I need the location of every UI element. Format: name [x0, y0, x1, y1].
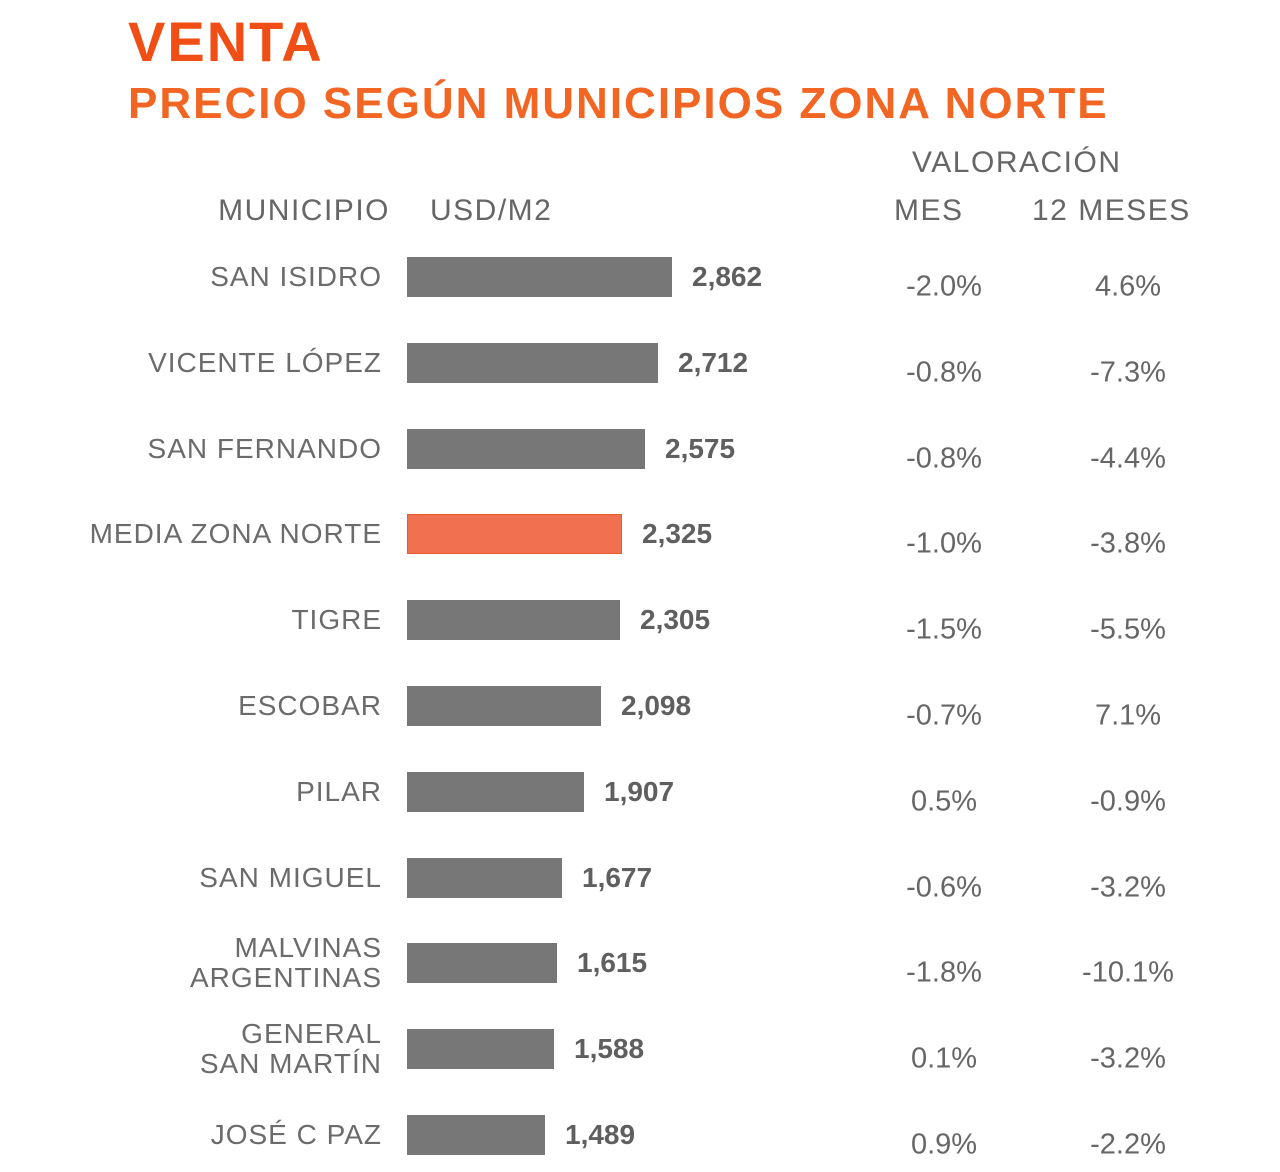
bar-value-label: 2,098 — [621, 690, 692, 721]
valoracion-mes-cell: -0.6% — [906, 871, 982, 904]
category-label: SAN ISIDRO — [210, 261, 382, 292]
bar — [407, 943, 557, 984]
valoracion-mes-cell: 0.5% — [910, 785, 978, 818]
category-label: ESCOBAR — [238, 690, 382, 721]
bar-value-label: 1,615 — [577, 947, 648, 979]
valoracion-mes-cell: -1.8% — [906, 956, 982, 989]
bar — [407, 428, 645, 469]
bar-value-label: 2,325 — [642, 518, 713, 550]
bar — [407, 686, 601, 726]
category-label: JOSÉ C PAZ — [210, 1119, 382, 1150]
bar — [407, 1115, 545, 1155]
header-mes: MES — [894, 194, 964, 227]
header-usd-m2: USD/M2 — [430, 194, 553, 227]
valoracion-12-meses-cell: -3.2% — [1090, 871, 1166, 904]
bar-value-label: 1,588 — [574, 1033, 645, 1065]
valoracion-mes-cell: -0.8% — [906, 442, 982, 475]
valoracion-12-meses-cell: -0.9% — [1090, 785, 1166, 818]
valoracion-12-meses-cell: -5.5% — [1090, 613, 1166, 646]
header-municipio: MUNICIPIO — [218, 194, 390, 227]
valoracion-mes-cell: -0.7% — [906, 699, 982, 732]
valoracion-12-meses-cell: -7.3% — [1090, 356, 1166, 389]
valoracion-mes-cell: 0.9% — [910, 1128, 978, 1161]
valoracion-mes-cell: -1.0% — [906, 527, 982, 560]
bar-value-label: 2,575 — [665, 432, 736, 464]
bar-value-label: 2,862 — [692, 261, 763, 292]
category-label: TIGRE — [291, 604, 382, 636]
valoracion-12-meses-cell: -3.2% — [1090, 1042, 1166, 1075]
valoracion-mes-cell: -0.8% — [906, 356, 982, 389]
bar — [407, 257, 672, 297]
bar — [407, 342, 658, 383]
bar-value-label: 2,712 — [678, 346, 749, 378]
valoracion-12-meses-cell: -10.1% — [1082, 956, 1174, 989]
bar-value-label: 1,677 — [582, 861, 653, 893]
header-valoracion: VALORACIÓN — [912, 146, 1122, 179]
valoracion-mes-cell: -2.0% — [906, 270, 982, 303]
bar-highlight — [407, 514, 622, 555]
bar-value-label: 1,489 — [565, 1119, 636, 1150]
chart-subtitle: PRECIO SEGÚN MUNICIPIOS ZONA NORTE — [128, 79, 1109, 128]
bar — [407, 600, 620, 641]
valoracion-12-meses-cell: 7.1% — [1094, 699, 1162, 732]
category-label: MALVINAS ARGENTINAS — [189, 932, 382, 994]
valoracion-mes-cell: 0.1% — [910, 1042, 978, 1075]
header-12-meses: 12 MESES — [1032, 194, 1191, 227]
category-label: MEDIA ZONA NORTE — [89, 518, 382, 550]
bar-value-label: 1,907 — [604, 775, 675, 807]
valoracion-12-meses-cell: -2.2% — [1090, 1128, 1166, 1161]
valoracion-12-meses-cell: -3.8% — [1090, 527, 1166, 560]
category-label: PILAR — [296, 775, 382, 807]
category-label: GENERAL SAN MARTÍN — [199, 1018, 382, 1080]
valoracion-12-meses-cell: 4.6% — [1094, 270, 1162, 303]
category-label: SAN FERNANDO — [147, 432, 382, 464]
bar — [407, 1029, 554, 1070]
bar-value-label: 2,305 — [640, 604, 711, 636]
category-label: VICENTE LÓPEZ — [148, 346, 382, 378]
chart-title: VENTA — [128, 10, 324, 73]
valoracion-12-meses-cell: -4.4% — [1090, 442, 1166, 475]
category-label: SAN MIGUEL — [199, 861, 382, 893]
valoracion-mes-cell: -1.5% — [906, 613, 982, 646]
bar — [407, 857, 562, 898]
bar — [407, 771, 584, 812]
